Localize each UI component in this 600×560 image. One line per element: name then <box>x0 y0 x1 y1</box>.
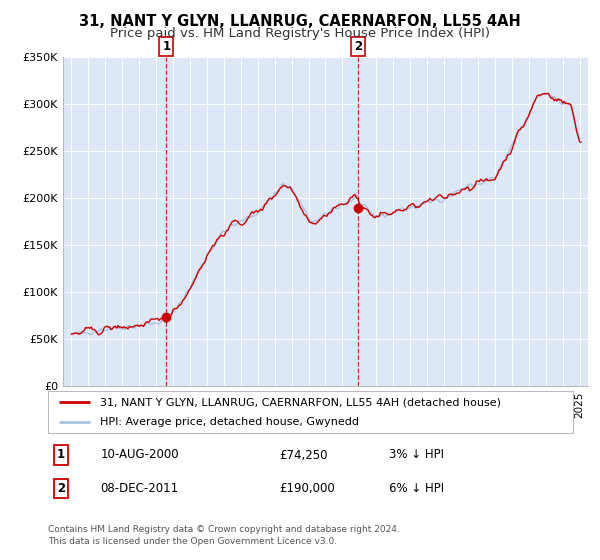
Text: 6% ↓ HPI: 6% ↓ HPI <box>389 482 445 495</box>
Text: Contains HM Land Registry data © Crown copyright and database right 2024.
This d: Contains HM Land Registry data © Crown c… <box>48 525 400 546</box>
Text: 1: 1 <box>57 449 65 461</box>
Text: Price paid vs. HM Land Registry's House Price Index (HPI): Price paid vs. HM Land Registry's House … <box>110 27 490 40</box>
Text: 2: 2 <box>57 482 65 495</box>
Text: 31, NANT Y GLYN, LLANRUG, CAERNARFON, LL55 4AH: 31, NANT Y GLYN, LLANRUG, CAERNARFON, LL… <box>79 14 521 29</box>
Text: £74,250: £74,250 <box>279 449 328 461</box>
Text: 08-DEC-2011: 08-DEC-2011 <box>101 482 179 495</box>
Text: £190,000: £190,000 <box>279 482 335 495</box>
Text: 3% ↓ HPI: 3% ↓ HPI <box>389 449 444 461</box>
Text: HPI: Average price, detached house, Gwynedd: HPI: Average price, detached house, Gwyn… <box>101 417 359 427</box>
Text: 10-AUG-2000: 10-AUG-2000 <box>101 449 179 461</box>
Text: 31, NANT Y GLYN, LLANRUG, CAERNARFON, LL55 4AH (detached house): 31, NANT Y GLYN, LLANRUG, CAERNARFON, LL… <box>101 397 502 407</box>
Text: 1: 1 <box>163 40 170 53</box>
Text: 2: 2 <box>354 40 362 53</box>
